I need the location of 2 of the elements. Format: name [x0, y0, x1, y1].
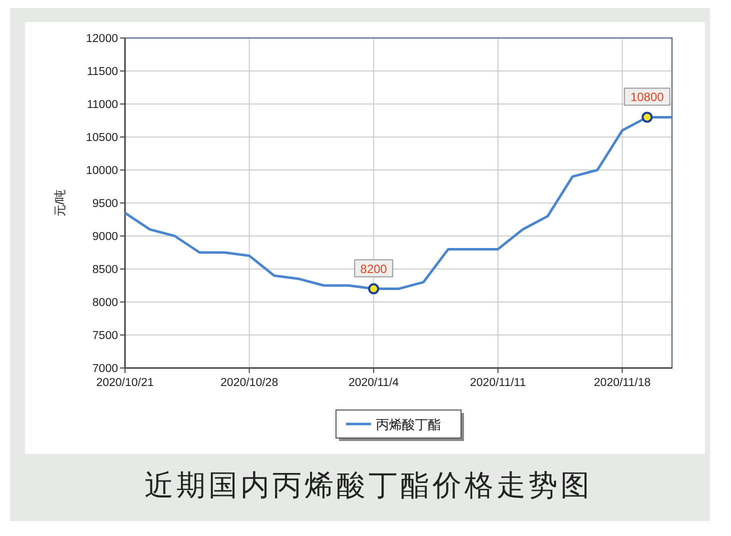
ylabel: 元/吨 [53, 189, 67, 217]
title: 近期国内丙烯酸丁酯价格走势图 [144, 470, 592, 502]
